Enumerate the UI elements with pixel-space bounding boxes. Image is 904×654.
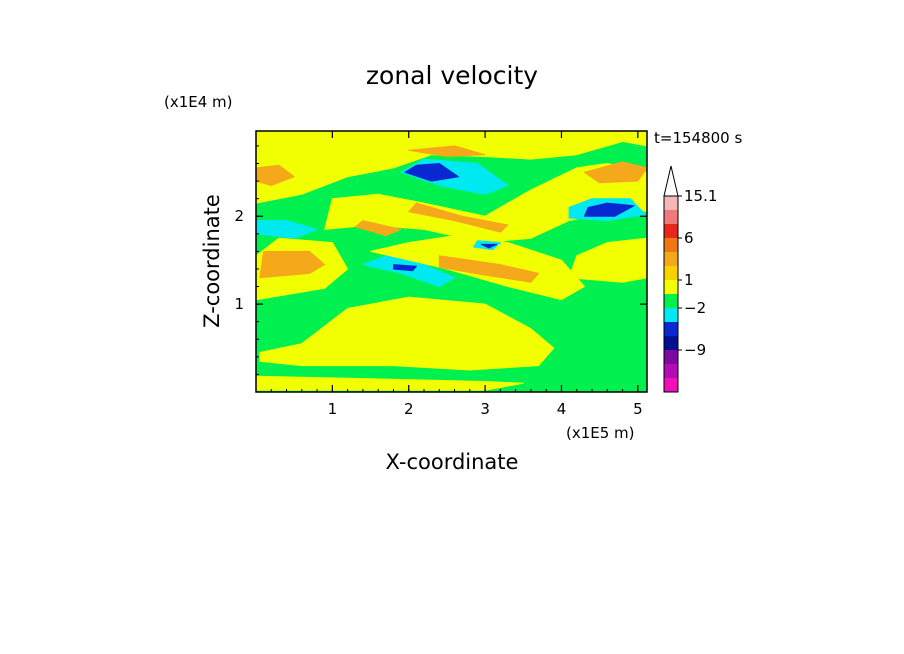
x-tick-label: 3	[480, 400, 490, 418]
colorbar: 15.1 6 1 −2 −9	[663, 165, 717, 393]
x-tick-label: 2	[404, 400, 414, 418]
colorbar-band	[664, 238, 678, 253]
colorbar-band	[664, 224, 678, 239]
y-axis-label: Z-coordinate	[200, 194, 224, 328]
contour-region-8	[259, 250, 326, 279]
colorbar-label: 15.1	[684, 187, 717, 205]
plot-axes: 1 2 3 4 5 1 2	[234, 130, 648, 418]
colorbar-band	[664, 280, 678, 295]
contour-region-5	[324, 163, 647, 244]
contour-region-14	[408, 145, 486, 157]
x-tick-label: 5	[633, 400, 643, 418]
colorbar-band	[664, 378, 678, 393]
contour-region-23	[480, 243, 498, 249]
contour-region-13	[583, 161, 647, 184]
colorbar-band	[664, 336, 678, 351]
colorbar-band	[664, 308, 678, 323]
colorbar-label: −9	[684, 341, 706, 359]
colorbar-band	[664, 210, 678, 225]
contour-region-6	[256, 131, 647, 204]
colorbar-frame	[663, 195, 679, 393]
colorbar-band	[664, 350, 678, 365]
contour-region-7	[568, 237, 647, 283]
x-tick-label: 4	[557, 400, 567, 418]
y-scale-label: (x1E4 m)	[164, 93, 233, 111]
colorbar-label: 1	[684, 271, 694, 289]
colorbar-band	[664, 364, 678, 379]
colorbar-label: −2	[684, 299, 706, 317]
x-scale-label: (x1E5 m)	[566, 424, 635, 442]
contour-region-21	[583, 202, 635, 217]
colorbar-band	[664, 252, 678, 267]
colorbar-band	[664, 294, 678, 309]
plot-frame	[255, 130, 648, 393]
chart-title: zonal velocity	[366, 61, 538, 90]
contour-region-22	[393, 264, 417, 272]
contour-region-12	[256, 164, 295, 186]
colorbar-band	[664, 266, 678, 281]
contour-region-11	[354, 220, 402, 237]
y-tick-label: 1	[234, 295, 244, 313]
contour-region-15	[362, 255, 456, 287]
contour-region-20	[404, 163, 459, 182]
colorbar-band	[664, 196, 678, 211]
contour-region-1	[259, 296, 555, 371]
contour-region-9	[438, 255, 540, 283]
x-axis-label: X-coordinate	[386, 450, 519, 474]
colorbar-label: 6	[684, 229, 694, 247]
contour-region-10	[408, 202, 509, 233]
contour-region-18	[256, 220, 318, 239]
x-tick-label: 1	[328, 400, 338, 418]
colorbar-band	[664, 322, 678, 337]
y-tick-label: 2	[234, 207, 244, 225]
contour-field	[256, 131, 647, 392]
colorbar-extend-arrow	[663, 165, 679, 197]
time-label: t=154800 s	[654, 129, 742, 147]
